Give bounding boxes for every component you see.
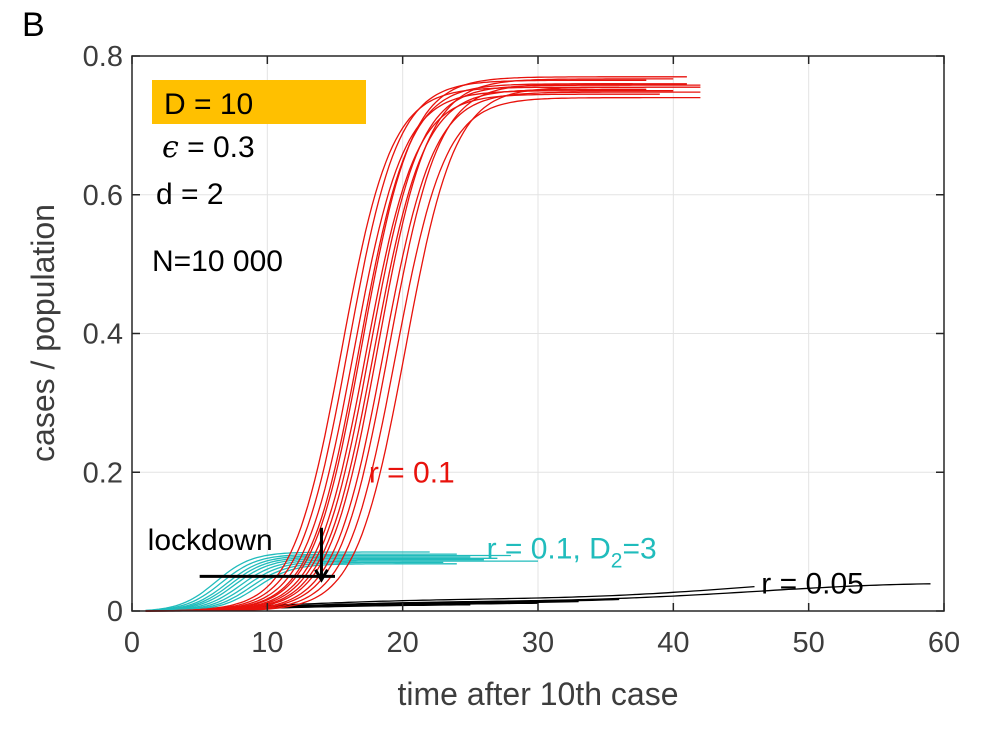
x-tick-label: 30: [522, 627, 554, 659]
series-label-r-0.1: r = 0.1: [369, 456, 455, 489]
cyan-label-main: r = 0.1, D: [487, 533, 611, 566]
cyan-label-tail: =3: [622, 533, 656, 566]
param-N: N=10 000: [152, 245, 283, 278]
grid: [132, 56, 944, 611]
tick-labels: 0 10 20 30 40 50 60 0 0.2 0.4 0.6 0.8: [83, 41, 960, 659]
y-tick-label: 0.6: [83, 180, 123, 212]
series-line-r-0.1-D2-3: [145, 551, 430, 612]
x-tick-label: 40: [657, 627, 689, 659]
param-epsilon: ϵ = 0.3: [162, 130, 255, 165]
epsilon-symbol: ϵ: [162, 130, 179, 165]
series-line-r-0.1-D2-3: [145, 560, 538, 612]
series-line-r-0.1: [145, 86, 620, 612]
panel-label: B: [22, 6, 45, 44]
y-tick-label: 0.2: [83, 457, 123, 489]
x-tick-label: 20: [387, 627, 419, 659]
series-line-r-0.1: [145, 90, 674, 612]
series-line-r-0.1: [145, 79, 647, 612]
series-label-r-0.05: r = 0.05: [761, 567, 864, 600]
series-runs: [145, 76, 931, 612]
cyan-label-sub: 2: [611, 550, 623, 573]
y-axis-title: cases / population: [25, 204, 61, 462]
parameter-highlight: [152, 80, 366, 124]
ticks: [131, 55, 945, 612]
lockdown-label: lockdown: [148, 524, 273, 557]
x-tick-label: 0: [124, 627, 140, 659]
x-axis-title: time after 10th case: [397, 676, 678, 712]
epsilon-value: = 0.3: [179, 131, 255, 164]
param-D: D = 10: [164, 88, 253, 121]
x-tick-label: 10: [251, 627, 283, 659]
series-label-r-0.1-D2-3: r = 0.1, D2=3: [487, 533, 657, 573]
y-tick-label: 0: [107, 596, 123, 628]
x-tick-label: 50: [793, 627, 825, 659]
series-line-r-0.1-D2-3: [145, 553, 457, 612]
param-d: d = 2: [156, 178, 224, 211]
x-tick-label: 60: [928, 627, 960, 659]
lockdown-annotation: lockdown: [148, 524, 335, 583]
y-tick-label: 0.4: [83, 319, 123, 351]
series-line-r-0.1-D2-3: [145, 554, 511, 612]
y-tick-label: 0.8: [83, 41, 123, 73]
lockdown-arrow-head: [314, 569, 329, 583]
